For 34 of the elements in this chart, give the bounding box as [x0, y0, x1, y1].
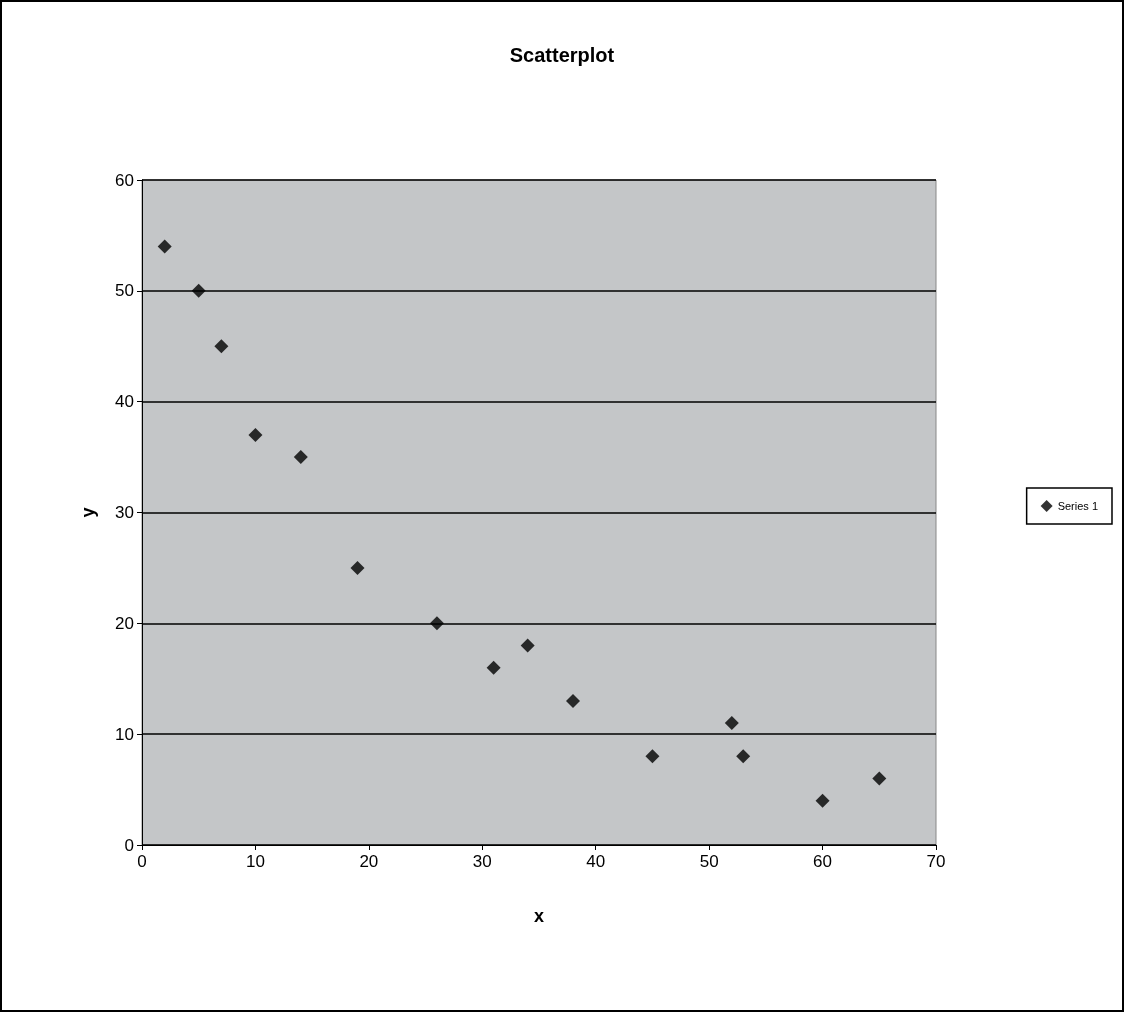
point: [872, 771, 887, 786]
point: [429, 616, 444, 631]
x-tick-label: 70: [926, 852, 946, 871]
y-tick-label: 60: [115, 170, 134, 190]
x-tick-label: 0: [137, 852, 147, 871]
legend-label: Series 1: [1057, 500, 1099, 512]
y-axis-title: y: [78, 507, 98, 518]
y-tick-label: 50: [115, 281, 134, 301]
x-tick-label: 10: [245, 852, 265, 871]
x-axis-title: x: [533, 906, 545, 926]
point: [214, 339, 229, 354]
x-tick-label: 60: [813, 852, 833, 871]
point: [248, 427, 263, 442]
point: [293, 450, 308, 465]
y-tick-label: 0: [124, 835, 134, 855]
x-tick-label: 20: [359, 852, 379, 871]
point: [157, 239, 172, 254]
x-tick-label: 30: [472, 852, 492, 871]
point: [520, 638, 535, 653]
point: [736, 749, 751, 764]
point: [645, 749, 660, 764]
point: [724, 716, 739, 731]
x-tick-label: 50: [699, 852, 719, 871]
chart-title: Scatterplot: [509, 44, 615, 66]
y-tick-label: 30: [115, 503, 134, 522]
y-tick-label: 40: [115, 392, 134, 412]
point: [815, 793, 830, 808]
point: [191, 283, 206, 298]
x-tick-label: 40: [586, 852, 606, 871]
y-tick-label: 10: [115, 724, 134, 744]
point: [486, 660, 501, 675]
point: [350, 560, 365, 575]
y-tick-label: 20: [115, 613, 134, 633]
point: [566, 693, 581, 708]
